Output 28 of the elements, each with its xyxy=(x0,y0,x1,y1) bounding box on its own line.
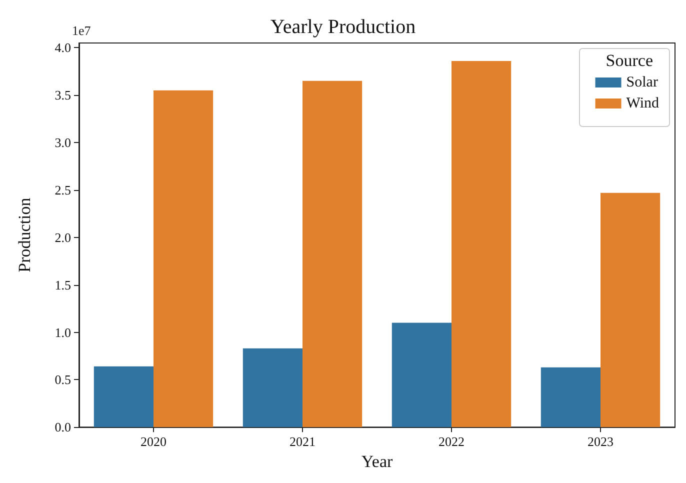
y-axis-title: Production xyxy=(15,197,34,272)
legend-label: Wind xyxy=(626,96,660,112)
y-tick-label: 3.0 xyxy=(54,135,71,150)
y-tick-label: 1.5 xyxy=(54,277,71,292)
y-tick-label: 2.5 xyxy=(54,182,71,198)
bar xyxy=(452,61,512,428)
y-tick-label: 0.0 xyxy=(54,420,71,435)
x-tick-label: 2022 xyxy=(438,434,464,450)
legend-label: Solar xyxy=(626,74,658,90)
bar xyxy=(302,80,362,428)
y-tick-label: 1.0 xyxy=(54,324,71,340)
bar xyxy=(540,367,600,428)
y-tick-label: 4.0 xyxy=(54,40,71,56)
bar xyxy=(94,366,154,428)
y-tick-label: 0.5 xyxy=(54,372,71,388)
x-tick-label: 2023 xyxy=(588,434,614,450)
bar xyxy=(600,192,660,428)
bar xyxy=(392,322,452,428)
y-tick-label: 3.5 xyxy=(54,88,71,103)
x-axis-title: Year xyxy=(361,452,393,471)
bar xyxy=(154,90,214,428)
x-tick-label: 2020 xyxy=(140,434,166,450)
legend-title: Source xyxy=(606,51,654,70)
x-tick-label: 2021 xyxy=(290,434,316,450)
text: 1e7 xyxy=(72,23,92,38)
y-tick-label: 2.0 xyxy=(54,230,71,245)
chart-title: Yearly Production xyxy=(270,16,416,38)
bar xyxy=(242,348,302,428)
